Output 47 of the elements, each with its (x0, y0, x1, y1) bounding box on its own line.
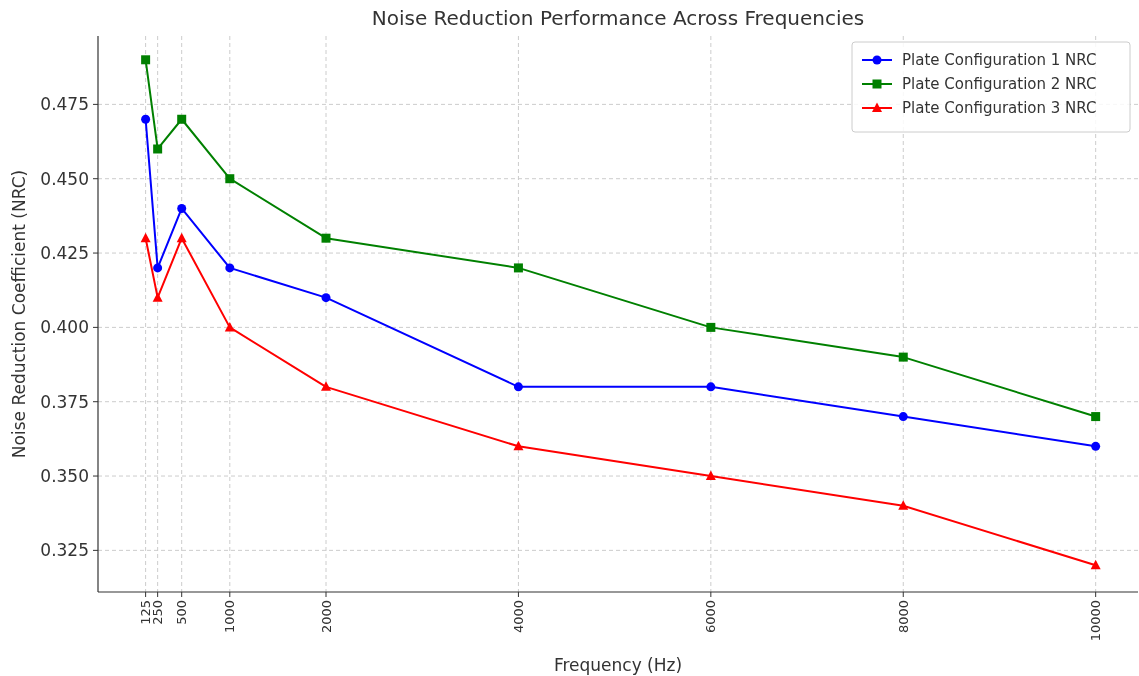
point (141, 114, 151, 124)
y-tick-label: 0.450 (40, 168, 89, 189)
point (706, 322, 716, 332)
x-tick-label: 1000 (222, 600, 238, 634)
point (177, 114, 187, 124)
point (898, 352, 908, 362)
x-axis-title: Frequency (Hz) (553, 655, 683, 675)
point (177, 203, 187, 213)
point (321, 233, 331, 243)
point (153, 263, 163, 273)
legend-label: Plate Configuration 3 NRC (902, 99, 1097, 118)
point (152, 292, 163, 302)
point (898, 412, 908, 422)
x-tick-label: 8000 (895, 600, 911, 634)
point (321, 381, 332, 391)
point (1090, 559, 1101, 570)
point (153, 144, 163, 154)
chart-title: Noise Reduction Performance Across Frequencies (371, 6, 865, 30)
y-tick-label: 0.375 (40, 391, 89, 412)
point (513, 263, 523, 273)
point (898, 500, 909, 510)
point (705, 470, 716, 481)
point (1091, 412, 1101, 422)
y-tick-label: 0.350 (40, 465, 89, 486)
y-axis-title: Noise Reduction Coefficient (NRC) (9, 169, 29, 459)
x-tick-label: 2000 (318, 600, 334, 634)
point (321, 293, 331, 303)
point (141, 55, 151, 65)
point (140, 232, 151, 243)
x-tick-label: 10000 (1088, 600, 1104, 642)
y-tick-label: 0.475 (40, 94, 89, 115)
legend-label: Plate Configuration 1 NRC (902, 51, 1097, 70)
point (225, 263, 235, 273)
y-tick-label: 0.400 (40, 317, 89, 338)
point (176, 232, 187, 243)
point (513, 440, 524, 451)
x-tick-label: 4000 (510, 600, 526, 634)
y-tick-label: 0.425 (40, 243, 89, 263)
x-tick-label: 500 (174, 600, 190, 625)
legend-label: Plate Configuration 2 NRC (902, 75, 1097, 94)
x-tick-label: 6000 (703, 600, 719, 634)
point (1091, 441, 1101, 451)
point (224, 321, 235, 332)
point (225, 174, 235, 184)
y-tick-label: 0.325 (40, 540, 89, 561)
point (706, 382, 716, 392)
point (513, 382, 523, 392)
